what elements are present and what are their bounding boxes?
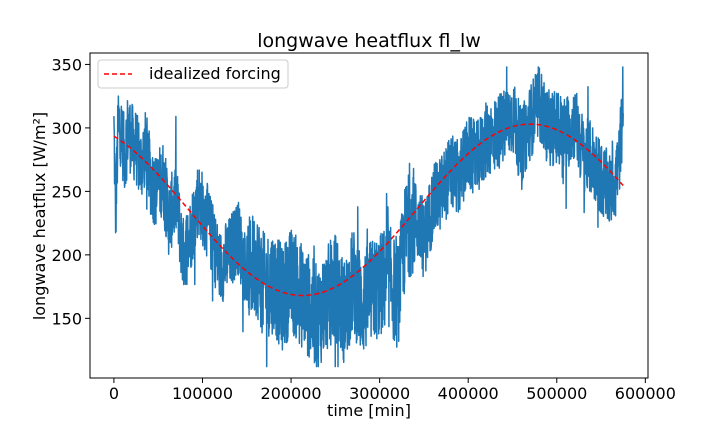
legend: idealized forcing	[97, 59, 289, 89]
plot-area: 0 100000 200000 300000 400000 500000 600000 150…	[51, 52, 676, 403]
x-tick-label: 300000	[349, 384, 410, 403]
x-tick-label: 200000	[261, 384, 322, 403]
y-tick-label: 150	[51, 309, 82, 328]
x-axis-label: time [min]	[327, 401, 411, 420]
y-tick-label: 250	[51, 182, 82, 201]
x-tick-label: 500000	[526, 384, 587, 403]
legend-label-idealized-forcing: idealized forcing	[149, 64, 281, 83]
x-tick-label: 0	[109, 384, 119, 403]
x-tick-label: 400000	[438, 384, 499, 403]
legend-box	[97, 59, 289, 89]
x-tick-label: 100000	[172, 384, 233, 403]
y-tick-label: 300	[51, 119, 82, 138]
series-heatflux-line	[113, 66, 624, 368]
axes-frame	[89, 52, 649, 379]
y-tick-label: 200	[51, 246, 82, 265]
series-idealized-forcing-line	[113, 123, 624, 297]
chart-title: longwave heatflux fl_lw	[257, 30, 481, 52]
y-axis-label: longwave heatflux [W/m²]	[30, 112, 49, 320]
y-tick-label: 350	[51, 55, 82, 74]
x-tick-label: 600000	[615, 384, 676, 403]
